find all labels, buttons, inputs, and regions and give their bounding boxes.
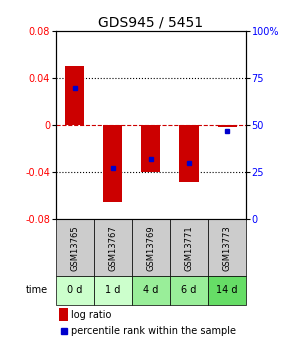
- Text: GSM13769: GSM13769: [146, 225, 155, 270]
- Bar: [208, 219, 246, 276]
- Text: GSM13767: GSM13767: [108, 225, 117, 271]
- Bar: [56, 276, 94, 305]
- Bar: [208, 276, 246, 305]
- Bar: [170, 219, 208, 276]
- Text: 1 d: 1 d: [105, 285, 120, 295]
- Bar: [132, 276, 170, 305]
- Bar: [142, 125, 161, 172]
- Bar: [56, 219, 94, 276]
- Bar: [59, 308, 68, 321]
- Text: 6 d: 6 d: [181, 285, 197, 295]
- Text: percentile rank within the sample: percentile rank within the sample: [71, 326, 236, 336]
- Text: GSM13771: GSM13771: [185, 225, 193, 270]
- Bar: [94, 276, 132, 305]
- Bar: [217, 125, 236, 128]
- Text: GSM13773: GSM13773: [223, 225, 231, 271]
- Text: time: time: [26, 285, 48, 295]
- Bar: [103, 125, 122, 201]
- Bar: [132, 219, 170, 276]
- Text: 0 d: 0 d: [67, 285, 82, 295]
- Text: log ratio: log ratio: [71, 310, 111, 320]
- Title: GDS945 / 5451: GDS945 / 5451: [98, 16, 203, 30]
- Bar: [94, 219, 132, 276]
- Bar: [65, 66, 84, 125]
- Bar: [170, 276, 208, 305]
- Text: 14 d: 14 d: [216, 285, 238, 295]
- Bar: [179, 125, 198, 181]
- Text: GSM13765: GSM13765: [70, 225, 79, 270]
- Text: 4 d: 4 d: [143, 285, 159, 295]
